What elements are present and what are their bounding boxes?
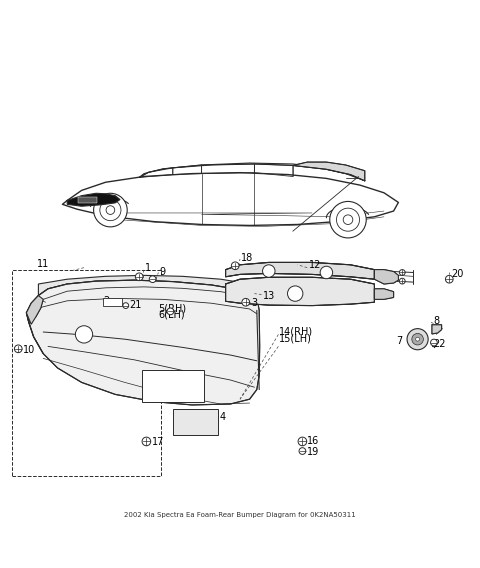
Circle shape	[445, 275, 453, 283]
Circle shape	[123, 303, 129, 308]
FancyBboxPatch shape	[103, 298, 122, 306]
Circle shape	[407, 329, 428, 350]
Circle shape	[263, 265, 275, 277]
Text: 14(RH): 14(RH)	[279, 327, 313, 337]
Text: 6(LH): 6(LH)	[158, 309, 185, 319]
Text: 11: 11	[37, 259, 50, 269]
Polygon shape	[293, 162, 365, 181]
Text: 10: 10	[23, 345, 36, 355]
Text: 2: 2	[103, 296, 109, 306]
Circle shape	[330, 202, 366, 238]
Circle shape	[135, 273, 143, 281]
FancyBboxPatch shape	[142, 370, 204, 402]
Circle shape	[231, 262, 239, 270]
Text: 9: 9	[160, 268, 166, 278]
Text: 22: 22	[433, 339, 445, 349]
Polygon shape	[226, 277, 374, 306]
Polygon shape	[374, 289, 394, 299]
Text: 2002 Kia Spectra Ea Foam-Rear Bumper Diagram for 0K2NA50311: 2002 Kia Spectra Ea Foam-Rear Bumper Dia…	[124, 512, 356, 518]
Circle shape	[288, 286, 303, 301]
Text: 18: 18	[241, 253, 254, 263]
Text: 16: 16	[307, 436, 320, 446]
Text: 13: 13	[263, 290, 276, 300]
Circle shape	[299, 448, 306, 454]
Circle shape	[298, 437, 307, 446]
Circle shape	[75, 326, 93, 343]
FancyBboxPatch shape	[78, 197, 97, 203]
FancyBboxPatch shape	[173, 409, 218, 435]
Circle shape	[167, 308, 174, 315]
Polygon shape	[26, 280, 260, 405]
Circle shape	[399, 270, 405, 275]
Circle shape	[242, 298, 250, 306]
Text: 1: 1	[145, 262, 151, 273]
Circle shape	[320, 266, 333, 279]
Circle shape	[399, 278, 405, 284]
Text: 4: 4	[219, 412, 226, 423]
Polygon shape	[374, 270, 398, 284]
Circle shape	[431, 339, 437, 346]
Circle shape	[14, 345, 22, 353]
Circle shape	[416, 337, 420, 341]
Polygon shape	[67, 193, 120, 206]
Text: 15(LH): 15(LH)	[279, 334, 312, 344]
Text: 5(RH): 5(RH)	[158, 304, 187, 314]
Text: 7: 7	[396, 336, 403, 346]
Text: 19: 19	[307, 447, 320, 457]
Text: 3: 3	[252, 298, 258, 308]
Text: 17: 17	[152, 437, 164, 448]
Text: 20: 20	[451, 269, 464, 279]
Text: 8: 8	[433, 316, 439, 327]
Circle shape	[149, 276, 156, 282]
Polygon shape	[38, 275, 259, 296]
Polygon shape	[226, 262, 374, 279]
Circle shape	[142, 437, 151, 446]
Circle shape	[412, 333, 423, 345]
Text: 12: 12	[309, 260, 322, 270]
Text: 21: 21	[130, 300, 142, 310]
Circle shape	[94, 193, 127, 227]
Polygon shape	[26, 295, 43, 324]
Polygon shape	[432, 325, 442, 334]
